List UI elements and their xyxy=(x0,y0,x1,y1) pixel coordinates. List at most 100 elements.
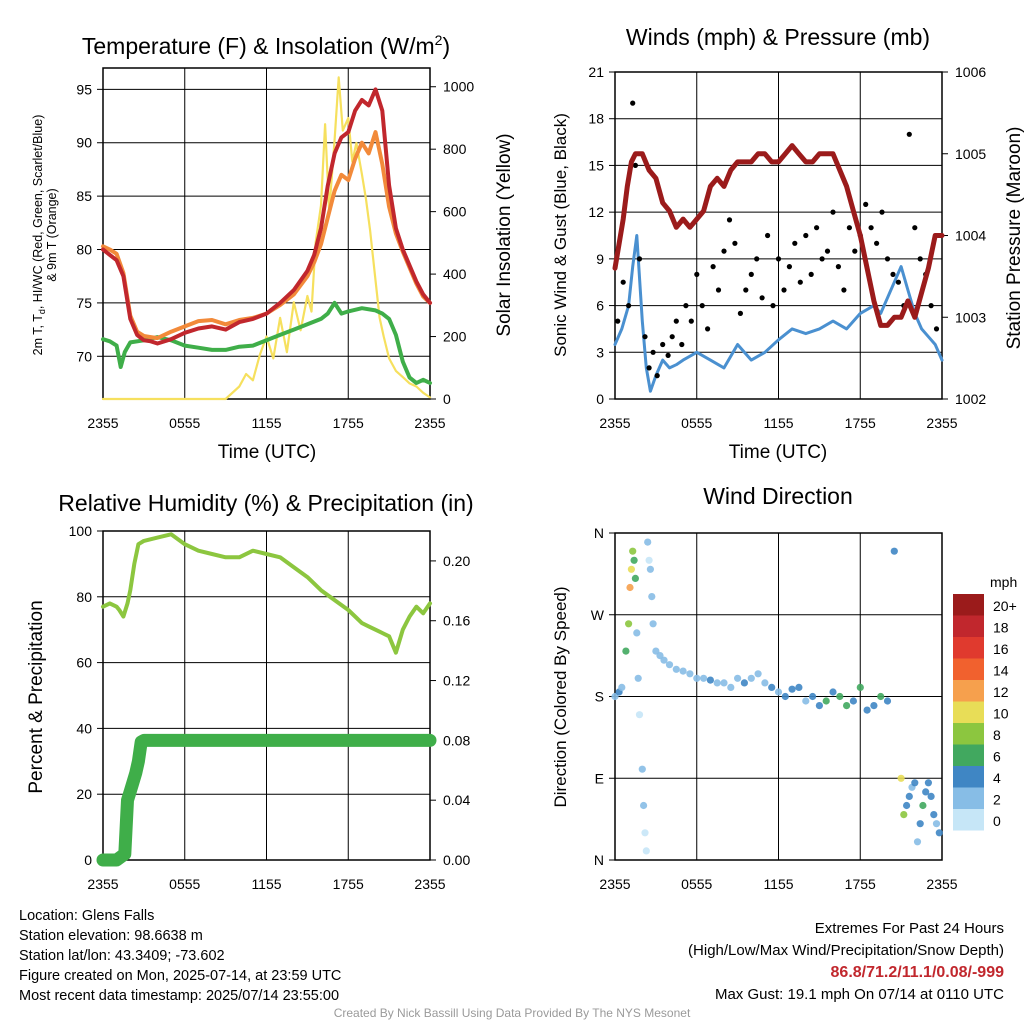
x-tick-label: 2355 xyxy=(87,415,118,431)
y-tick-label: S xyxy=(595,689,604,705)
direction-point xyxy=(903,801,911,810)
gust-point xyxy=(890,271,896,277)
gust-point xyxy=(759,295,765,301)
direction-point xyxy=(686,670,694,678)
gust-point xyxy=(841,287,847,293)
gust-point xyxy=(846,225,853,231)
y-tick-label: E xyxy=(595,770,604,786)
y-tick-label: 60 xyxy=(76,655,92,671)
pressure-y2label: Station Pressure (Maroon) xyxy=(1004,127,1024,350)
x-tick-label: 1155 xyxy=(251,876,281,892)
gust-point xyxy=(732,240,738,246)
y-tick-label: 18 xyxy=(588,111,604,127)
direction-point xyxy=(627,565,636,573)
gust-point xyxy=(874,240,880,246)
station-pressure-line xyxy=(612,143,945,328)
direction-point xyxy=(815,702,824,710)
gust-point xyxy=(673,318,679,324)
direction-point xyxy=(672,665,680,673)
direction-point xyxy=(924,779,933,787)
extremes-title: Extremes For Past 24 Hours xyxy=(814,920,1004,937)
legend-swatch xyxy=(953,766,984,788)
y-tick-label: 90 xyxy=(76,135,92,151)
gust-point xyxy=(694,271,700,277)
x-tick-label: 2355 xyxy=(414,876,445,892)
direction-point xyxy=(836,692,844,701)
direction-point xyxy=(720,679,728,687)
humidity-title: Relative Humidity (%) & Precipitation (i… xyxy=(58,490,473,516)
y-tick-label: 85 xyxy=(76,188,92,204)
gust-point xyxy=(710,264,716,270)
gust-point xyxy=(665,352,671,358)
direction-point xyxy=(648,593,656,601)
gust-point xyxy=(715,287,722,293)
extremes-info: Extremes For Past 24 Hours (High/Low/Max… xyxy=(688,918,1004,1006)
gust-point xyxy=(917,256,923,262)
y-tick-label: 95 xyxy=(76,81,92,97)
station-info: Location: Glens Falls Station elevation:… xyxy=(19,906,341,1006)
gust-point xyxy=(912,225,918,231)
plot-frame xyxy=(102,530,431,861)
gust-point xyxy=(775,256,782,262)
y-tick-label: W xyxy=(591,607,605,623)
direction-point xyxy=(622,647,630,655)
y2-tick-label: 0.00 xyxy=(443,852,470,868)
gust-point xyxy=(726,217,733,223)
direction-point xyxy=(706,676,715,684)
y-tick-label: 6 xyxy=(596,298,604,314)
y-tick-label: 21 xyxy=(588,64,604,80)
y2-tick-label: 0.20 xyxy=(443,553,470,569)
x-tick-label: 2355 xyxy=(926,876,957,892)
gust-point xyxy=(765,232,771,239)
y2-tick-label: 0.12 xyxy=(443,673,470,689)
direction-ylabel: Direction (Colored By Speed) xyxy=(551,586,570,807)
gust-point xyxy=(636,256,643,262)
x-tick-label: 1155 xyxy=(251,415,281,431)
y2-tick-label: 400 xyxy=(443,266,467,282)
legend-swatch xyxy=(953,680,984,702)
gust-point xyxy=(792,240,798,246)
direction-point xyxy=(649,620,657,628)
legend-swatch xyxy=(953,701,984,723)
y2-tick-label: 600 xyxy=(443,204,467,220)
direction-point xyxy=(890,547,898,555)
gust-point xyxy=(754,256,760,262)
winds-panel: Winds (mph) & Pressure (mb) Time (UTC) S… xyxy=(551,24,1024,463)
gust-point xyxy=(632,162,639,168)
direction-title: Wind Direction xyxy=(703,483,853,509)
solar-insolation-line xyxy=(101,76,432,401)
y-tick-label: 80 xyxy=(76,242,92,258)
direction-point xyxy=(734,674,742,682)
direction-point xyxy=(877,692,885,701)
temp-9m-line xyxy=(101,130,432,341)
y2-tick-label: 800 xyxy=(443,141,467,157)
gust-point xyxy=(721,248,727,254)
direction-point xyxy=(665,661,674,669)
gust-point xyxy=(797,279,803,285)
y-tick-label: 12 xyxy=(588,204,604,220)
location-text: Location: Glens Falls xyxy=(19,908,155,924)
direction-point xyxy=(897,774,905,782)
y2-tick-label: 1002 xyxy=(955,391,986,407)
direction-point xyxy=(641,829,649,837)
direction-point xyxy=(916,820,924,828)
winds-ylabel: Sonic Wind & Gust (Blue, Black) xyxy=(551,113,570,357)
temperature-panel: Temperature (F) & Insolation (W/m2) Time… xyxy=(31,32,515,463)
x-tick-label: 2355 xyxy=(87,876,118,892)
extremes-subtitle: (High/Low/Max Wind/Precipitation/Snow De… xyxy=(688,942,1004,959)
legend-swatch xyxy=(953,615,984,637)
y-tick-label: N xyxy=(594,525,604,541)
legend-title: mph xyxy=(990,574,1017,590)
direction-point xyxy=(646,565,655,573)
direction-point xyxy=(930,811,938,819)
gust-point xyxy=(933,326,940,332)
gust-point xyxy=(879,209,885,215)
legend-label: 16 xyxy=(993,641,1009,657)
direction-point xyxy=(633,629,641,637)
y-tick-label: 75 xyxy=(76,295,92,311)
direction-point xyxy=(788,685,796,693)
direction-point xyxy=(883,697,892,705)
direction-point xyxy=(822,697,830,705)
y-tick-label: 15 xyxy=(588,157,604,173)
x-tick-label: 0555 xyxy=(681,876,712,892)
